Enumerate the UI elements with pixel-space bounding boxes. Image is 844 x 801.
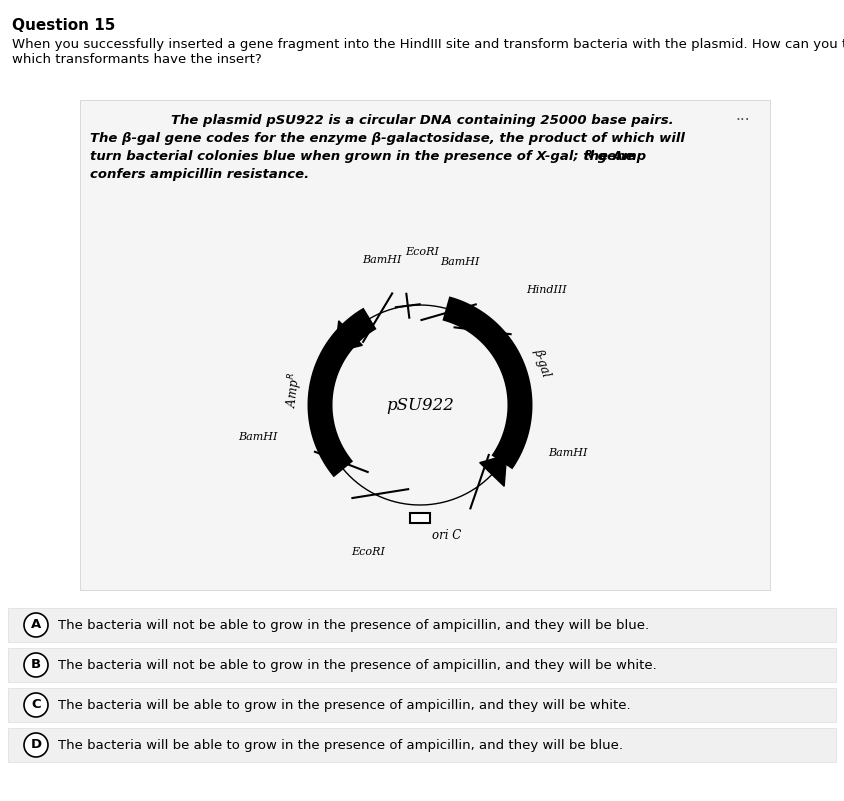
Text: The bacteria will not be able to grow in the presence of ampicillin, and they wi: The bacteria will not be able to grow in… — [58, 658, 657, 671]
Text: β-gal: β-gal — [532, 347, 553, 379]
Text: BamHI: BamHI — [239, 432, 278, 442]
Polygon shape — [479, 455, 506, 486]
FancyBboxPatch shape — [80, 100, 770, 590]
Text: The bacteria will be able to grow in the presence of ampicillin, and they will b: The bacteria will be able to grow in the… — [58, 698, 630, 711]
Text: pSU922: pSU922 — [386, 396, 454, 413]
Text: The β-gal gene codes for the enzyme β-galactosidase, the product of which will: The β-gal gene codes for the enzyme β-ga… — [90, 132, 684, 145]
Text: The bacteria will be able to grow in the presence of ampicillin, and they will b: The bacteria will be able to grow in the… — [58, 739, 623, 751]
FancyBboxPatch shape — [8, 688, 836, 722]
FancyBboxPatch shape — [8, 648, 836, 682]
FancyBboxPatch shape — [8, 608, 836, 642]
Text: EcoRI: EcoRI — [405, 247, 439, 257]
Circle shape — [24, 613, 48, 637]
Text: R: R — [585, 150, 592, 160]
Text: When you successfully inserted a gene fragment into the HindIII site and transfo: When you successfully inserted a gene fr… — [12, 38, 844, 66]
Circle shape — [24, 733, 48, 757]
Circle shape — [24, 693, 48, 717]
Text: D: D — [30, 739, 41, 751]
Text: The bacteria will not be able to grow in the presence of ampicillin, and they wi: The bacteria will not be able to grow in… — [58, 618, 649, 631]
Circle shape — [24, 653, 48, 677]
Text: EcoRI: EcoRI — [351, 547, 385, 557]
Text: Amp$^R$: Amp$^R$ — [282, 372, 306, 409]
Text: BamHI: BamHI — [548, 448, 587, 458]
Text: BamHI: BamHI — [441, 257, 479, 267]
Text: ori C: ori C — [432, 529, 462, 542]
Text: C: C — [31, 698, 41, 711]
Text: Question 15: Question 15 — [12, 18, 116, 33]
Text: turn bacterial colonies blue when grown in the presence of X-gal; the Amp: turn bacterial colonies blue when grown … — [90, 150, 647, 163]
Text: ...: ... — [735, 108, 750, 123]
Text: The plasmid pSU922 is a circular DNA containing 25000 base pairs.: The plasmid pSU922 is a circular DNA con… — [170, 114, 674, 127]
Text: A: A — [31, 618, 41, 631]
Text: HindIII: HindIII — [526, 285, 566, 295]
Text: BamHI: BamHI — [362, 255, 402, 265]
Text: confers ampicillin resistance.: confers ampicillin resistance. — [90, 168, 309, 181]
Polygon shape — [335, 321, 362, 352]
Text: gene: gene — [593, 150, 635, 163]
FancyBboxPatch shape — [8, 728, 836, 762]
Bar — [410, 513, 430, 523]
Text: B: B — [31, 658, 41, 671]
